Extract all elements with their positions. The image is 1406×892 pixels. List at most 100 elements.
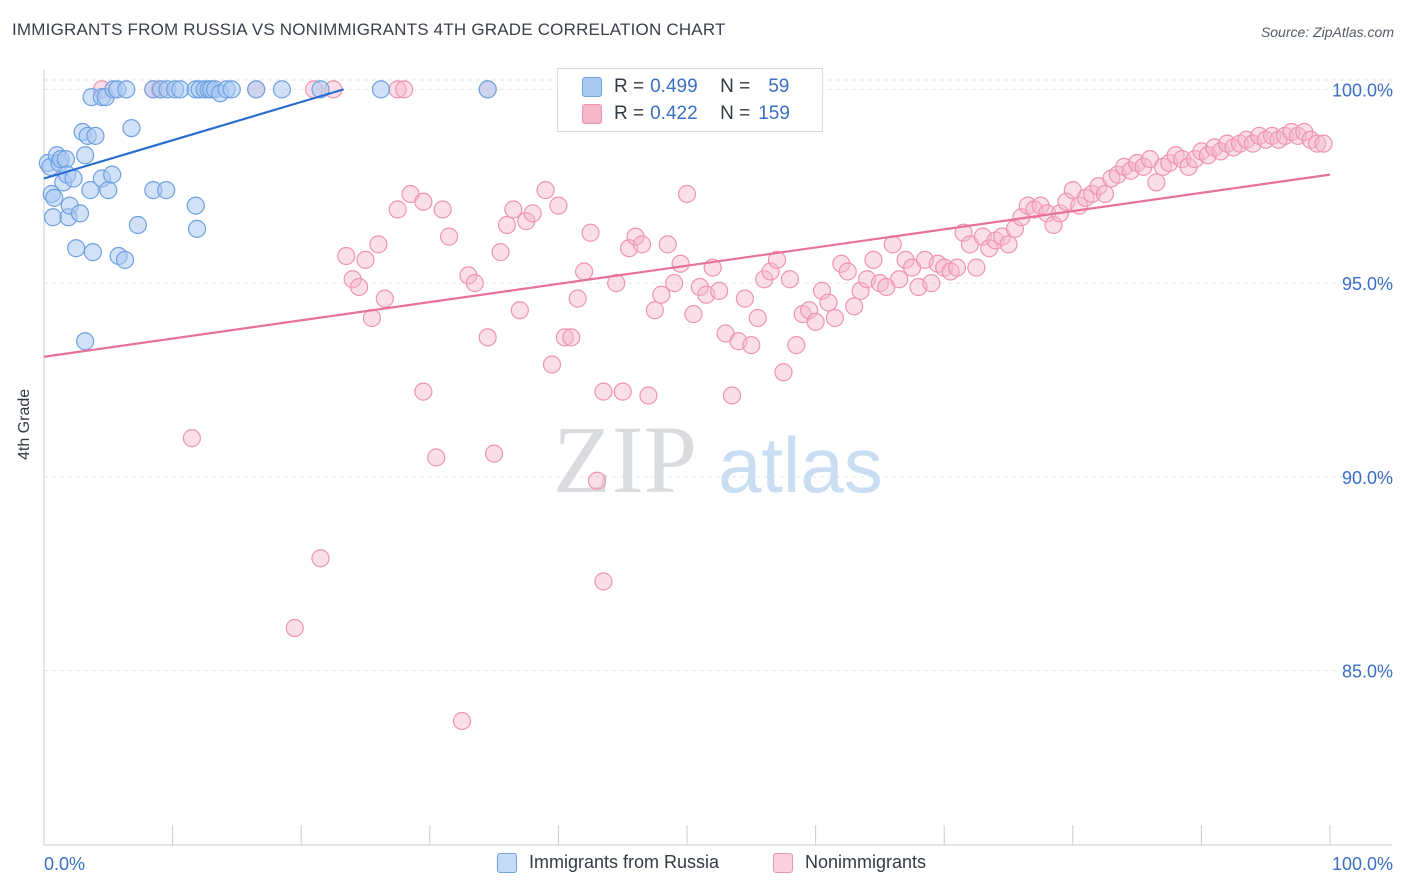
nonimmigrants-point xyxy=(1147,173,1166,192)
legend-item-nonimmigrants: Nonimmigrants xyxy=(773,852,926,873)
axes xyxy=(43,70,1392,846)
russia-point xyxy=(76,332,95,351)
r-value: 0.499 xyxy=(650,76,698,97)
stats-legend: R = 0.499 N = 59 R = 0.422 N = 159 xyxy=(557,68,823,132)
source-label: Source: ZipAtlas.com xyxy=(1260,24,1394,40)
russia-points xyxy=(38,80,497,351)
r-label: R = xyxy=(614,103,645,124)
n-value: 159 xyxy=(758,103,790,124)
nonimmigrants-point xyxy=(427,448,446,467)
y-tick-label: 100.0% xyxy=(1332,80,1393,100)
nonimmigrants-point xyxy=(851,281,870,300)
nonimmigrants-point xyxy=(1005,219,1025,238)
trend-lines xyxy=(43,88,1331,358)
nonimmigrants-point xyxy=(722,386,742,405)
nonimmigrants-point xyxy=(671,254,690,273)
nonimmigrants-point xyxy=(394,80,414,99)
nonimmigrants-point xyxy=(838,262,857,281)
nonimmigrants-point xyxy=(761,262,780,281)
nonimmigrants-point xyxy=(613,382,632,401)
russia-point xyxy=(115,250,135,269)
x-tick-label-min: 0.0% xyxy=(44,854,85,874)
russia-point xyxy=(81,181,100,200)
nonimmigrants-point xyxy=(497,215,517,235)
nonimmigrants-point xyxy=(388,200,407,219)
nonimmigrants-point xyxy=(774,363,793,382)
russia-point xyxy=(371,80,391,99)
nonimmigrants-point xyxy=(787,336,806,355)
nonimmigrants-point xyxy=(665,274,684,293)
nonimmigrants-point xyxy=(337,246,356,266)
x-tick-label-max: 100.0% xyxy=(1332,854,1393,874)
nonimmigrants-point xyxy=(922,274,941,293)
nonimmigrants-point xyxy=(536,181,555,200)
nonimmigrants-point xyxy=(549,196,568,215)
russia-point xyxy=(76,146,95,165)
watermark-zip: ZIP xyxy=(553,406,697,513)
nonimmigrants-point xyxy=(523,204,542,223)
nonimmigrants-point xyxy=(575,262,594,281)
nonimmigrants-point xyxy=(954,223,973,242)
nonimmigrants-point xyxy=(491,243,510,262)
r-label: R = xyxy=(614,76,645,97)
nonimmigrants-point xyxy=(1044,215,1063,235)
nonimmigrants-legend-swatch-icon xyxy=(773,852,793,873)
nonimmigrants-point xyxy=(439,227,459,246)
russia-point xyxy=(45,188,64,207)
nonimmigrants-point xyxy=(285,618,304,638)
nonimmigrants-point xyxy=(748,308,767,328)
nonimmigrants-point xyxy=(542,355,562,374)
nonimmigrants-point xyxy=(568,289,587,308)
russia-point xyxy=(99,181,118,200)
nonimmigrants-points xyxy=(92,80,1333,731)
russia-point xyxy=(70,204,90,223)
nonimmigrants-point xyxy=(504,200,523,219)
russia-point xyxy=(117,80,136,99)
n-label: N = xyxy=(720,76,751,97)
russia-point xyxy=(247,80,266,99)
russia-point xyxy=(56,150,75,169)
nonimmigrants-point xyxy=(845,297,864,316)
russia-point xyxy=(83,243,102,262)
nonimmigrants-point xyxy=(735,289,754,308)
nonimmigrants-point xyxy=(999,235,1018,254)
nonimmigrants-swatch-icon xyxy=(582,104,602,124)
nonimmigrants-point xyxy=(710,281,729,300)
nonimmigrants-point xyxy=(632,235,652,254)
legend-item-russia: Immigrants from Russia xyxy=(497,852,719,873)
y-tick-label: 90.0% xyxy=(1342,468,1393,488)
russia-point xyxy=(222,80,241,99)
nonimmigrants-point xyxy=(555,328,574,347)
russia-point xyxy=(272,80,292,99)
r-value: 0.422 xyxy=(650,103,698,124)
nonimmigrants-point xyxy=(806,312,825,331)
russia-legend-swatch-icon xyxy=(497,852,517,873)
nonimmigrants-point xyxy=(819,293,838,312)
stats-row-russia: R = 0.499 N = 59 xyxy=(582,75,789,99)
nonimmigrants-point xyxy=(639,386,658,405)
nonimmigrants-point xyxy=(967,258,986,277)
chart-title: IMMIGRANTS FROM RUSSIA VS NONIMMIGRANTS … xyxy=(12,20,726,39)
russia-point xyxy=(186,196,205,215)
nonimmigrants-point xyxy=(510,301,529,320)
y-tick-label: 95.0% xyxy=(1342,274,1393,294)
russia-point xyxy=(171,80,190,99)
nonimmigrants-point xyxy=(594,572,613,591)
legend-label-nonimmigrants: Nonimmigrants xyxy=(805,852,927,872)
russia-point xyxy=(478,80,497,99)
stats-row-nonimmigrants: R = 0.422 N = 159 xyxy=(582,102,790,126)
nonimmigrants-point xyxy=(890,270,909,289)
nonimmigrants-point xyxy=(581,223,600,242)
nonimmigrants-point xyxy=(349,277,369,297)
nonimmigrants-point xyxy=(780,270,799,289)
n-value: 59 xyxy=(768,76,790,97)
russia-swatch-icon xyxy=(582,77,602,97)
nonimmigrants-point xyxy=(1308,134,1327,153)
nonimmigrants-point xyxy=(947,258,967,277)
nonimmigrants-point xyxy=(485,444,504,463)
russia-point xyxy=(67,239,86,258)
nonimmigrants-point xyxy=(182,429,201,448)
russia-point xyxy=(157,181,176,200)
nonimmigrants-point xyxy=(478,328,497,347)
